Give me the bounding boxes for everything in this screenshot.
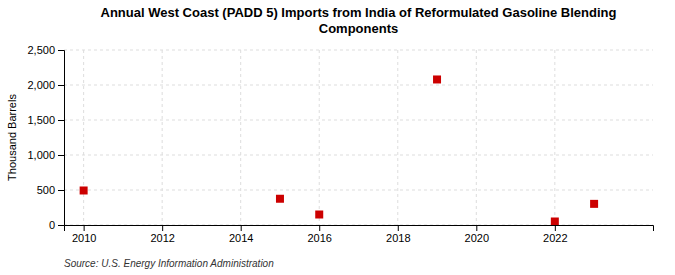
marks	[80, 75, 598, 225]
tick-label: 500	[37, 184, 55, 196]
tick: 1,500	[27, 114, 64, 126]
tick-label: 1,500	[27, 114, 55, 126]
axis-line	[65, 226, 654, 232]
x-axis: 2010 2012 2014 2016 2018 2020 2022	[65, 225, 654, 244]
grid-line	[64, 120, 653, 121]
tick: 2014	[229, 225, 253, 244]
grid-line	[64, 85, 653, 86]
tick-label: 2018	[386, 232, 410, 244]
tick-label: 2022	[543, 232, 567, 244]
point	[433, 75, 441, 83]
tick-mark	[58, 190, 64, 191]
tick-mark	[555, 225, 556, 231]
y-axis: 0 500 1,000 1,500 2,000 2,500	[27, 44, 64, 231]
tick-label: 0	[49, 219, 55, 231]
point	[590, 200, 598, 208]
tick: 500	[37, 184, 64, 196]
grid-line	[64, 155, 653, 156]
tick: 0	[49, 219, 64, 231]
tick-label: 2016	[307, 232, 331, 244]
tick-mark	[58, 155, 64, 156]
grid-line	[319, 50, 320, 225]
tick-mark	[398, 225, 399, 231]
grid-line	[64, 190, 653, 191]
grid-line	[476, 50, 477, 225]
grid-line	[64, 50, 653, 51]
plot-area: 2010 2012 2014 2016 2018 2020 2022 0 500 1,000 1,5…	[27, 44, 653, 244]
annotation: Source: U.S. Energy Information Administ…	[64, 258, 274, 269]
tick: 2012	[150, 225, 174, 244]
point	[551, 218, 559, 226]
tick: 2,500	[27, 44, 64, 56]
tick: 2,000	[27, 79, 64, 91]
axis-line	[58, 51, 65, 226]
point	[276, 195, 284, 203]
tick-label: 2020	[465, 232, 489, 244]
grid	[64, 50, 653, 225]
tick-mark	[319, 225, 320, 231]
grid-line	[162, 50, 163, 225]
title: Annual West Coast (PADD 5) Imports from …	[101, 5, 617, 36]
tick-mark	[162, 225, 163, 231]
tick-mark	[476, 225, 477, 231]
tick-label: 2014	[229, 232, 253, 244]
tick-label: 2012	[150, 232, 174, 244]
grid-line	[83, 50, 84, 225]
grid-line	[554, 50, 555, 225]
tick-label: 1,000	[27, 149, 55, 161]
tick-mark	[58, 120, 64, 121]
tick: 2016	[307, 225, 331, 244]
title-line: Annual West Coast (PADD 5) Imports from …	[101, 5, 617, 20]
tick-label: 2010	[72, 232, 96, 244]
point	[315, 211, 323, 219]
grid-line	[397, 50, 398, 225]
tick-mark	[241, 225, 242, 231]
tick-mark	[58, 50, 64, 51]
chart: 2010 2012 2014 2016 2018 2020 2022 0 500 1,000 1,5…	[0, 0, 675, 275]
point	[80, 186, 88, 194]
tick: 1,000	[27, 149, 64, 161]
tick: 2022	[543, 225, 567, 244]
tick-label: 2,500	[27, 44, 55, 56]
y-axis-label: Thousand Barrels	[6, 94, 18, 181]
tick-mark	[58, 225, 64, 226]
tick-mark	[84, 225, 85, 231]
tick-label: 2,000	[27, 79, 55, 91]
tick: 2010	[72, 225, 96, 244]
title-line: Components	[319, 21, 398, 36]
tick: 2020	[465, 225, 489, 244]
tick: 2018	[386, 225, 410, 244]
tick-mark	[58, 85, 64, 86]
grid-line	[240, 50, 241, 225]
